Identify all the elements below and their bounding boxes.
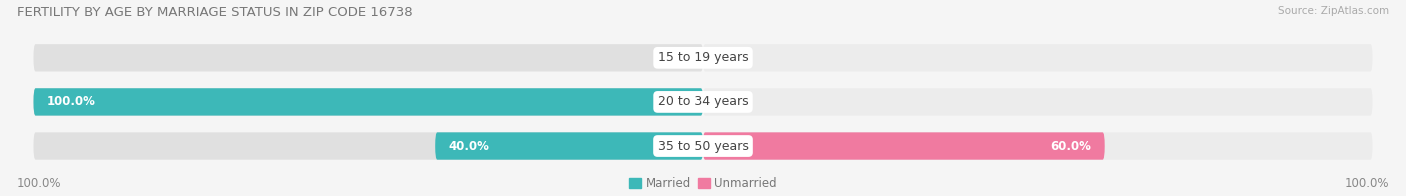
FancyBboxPatch shape (703, 132, 1105, 160)
Text: 20 to 34 years: 20 to 34 years (658, 95, 748, 108)
FancyBboxPatch shape (34, 132, 703, 160)
Text: 35 to 50 years: 35 to 50 years (658, 140, 748, 152)
Text: 60.0%: 60.0% (1050, 140, 1091, 152)
FancyBboxPatch shape (34, 44, 703, 72)
Text: 15 to 19 years: 15 to 19 years (658, 51, 748, 64)
Text: 100.0%: 100.0% (1344, 177, 1389, 190)
FancyBboxPatch shape (703, 132, 1372, 160)
FancyBboxPatch shape (34, 88, 703, 116)
FancyBboxPatch shape (703, 44, 1372, 72)
Text: 100.0%: 100.0% (46, 95, 96, 108)
Text: 100.0%: 100.0% (17, 177, 62, 190)
Text: FERTILITY BY AGE BY MARRIAGE STATUS IN ZIP CODE 16738: FERTILITY BY AGE BY MARRIAGE STATUS IN Z… (17, 6, 412, 19)
Text: 40.0%: 40.0% (449, 140, 489, 152)
Text: Source: ZipAtlas.com: Source: ZipAtlas.com (1278, 6, 1389, 16)
Text: 0.0%: 0.0% (717, 95, 747, 108)
Legend: Married, Unmarried: Married, Unmarried (628, 177, 778, 190)
FancyBboxPatch shape (34, 88, 703, 116)
FancyBboxPatch shape (703, 88, 1372, 116)
FancyBboxPatch shape (436, 132, 703, 160)
Text: 0.0%: 0.0% (717, 51, 747, 64)
Text: 0.0%: 0.0% (659, 51, 689, 64)
